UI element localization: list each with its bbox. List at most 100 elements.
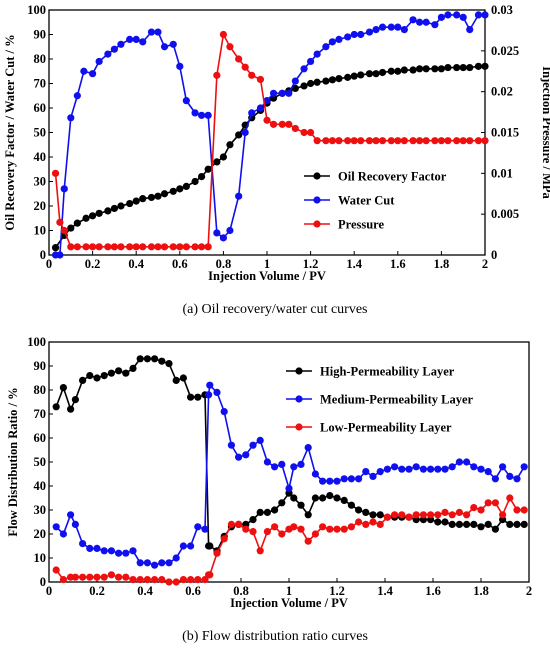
data-point [313, 78, 321, 86]
data-point [182, 97, 190, 105]
data-point [416, 65, 424, 73]
data-point [369, 511, 377, 519]
data-point [136, 355, 144, 363]
data-point [291, 84, 299, 92]
data-point [400, 66, 408, 74]
x-tick-label: 1.6 [390, 257, 406, 271]
data-point [405, 465, 413, 473]
data-point [344, 73, 352, 81]
data-point [219, 234, 227, 242]
data-point [297, 501, 305, 509]
data-point [143, 355, 151, 363]
legend-item: Oil Recovery Factor [304, 170, 447, 184]
data-point [347, 475, 355, 483]
y-tick-label: 100 [27, 3, 46, 17]
data-point [248, 71, 256, 79]
y-tick-label: 70 [34, 77, 47, 91]
data-point [126, 243, 134, 251]
data-point [104, 207, 112, 215]
data-point [513, 506, 521, 514]
chart-oil-recovery-water-cut: 0 0.2 0.4 0.6 0.8 1 1.2 1.4 1.6 1.8 20102030405060… [3, 3, 550, 283]
data-point [455, 508, 463, 516]
data-point [470, 463, 478, 471]
data-point [220, 535, 228, 543]
data-point [441, 518, 449, 526]
data-point [383, 465, 391, 473]
data-point [300, 128, 308, 137]
data-point [304, 511, 312, 519]
data-point [362, 468, 370, 476]
data-point [52, 403, 60, 411]
legend-marker [313, 172, 321, 180]
data-point [129, 547, 137, 555]
legend-marker [295, 423, 303, 431]
x-tick-label: 0.2 [85, 257, 101, 271]
data-point [110, 45, 118, 53]
data-point [263, 528, 271, 536]
data-point [198, 173, 206, 181]
x-tick-label: 0.8 [216, 257, 232, 271]
data-point [484, 520, 492, 529]
y-tick-label: 20 [34, 527, 47, 541]
data-point [313, 50, 321, 58]
data-point [278, 530, 286, 538]
data-point [52, 523, 60, 531]
data-point [441, 508, 449, 516]
data-point [328, 38, 336, 46]
y-axis-title: Oil Recovery Factor / Water Cut / % [3, 34, 17, 230]
data-point [213, 158, 221, 166]
data-point [187, 576, 195, 584]
data-point [110, 204, 118, 213]
data-point [147, 243, 156, 251]
data-point [139, 195, 147, 203]
data-point [297, 460, 305, 468]
series-line [55, 383, 525, 567]
data-point [249, 441, 257, 449]
data-point [100, 372, 108, 380]
y-tick-label: 90 [34, 359, 47, 373]
data-point [179, 542, 187, 550]
series-pressure [51, 30, 489, 251]
data-point [416, 18, 424, 26]
data-point [434, 511, 442, 519]
data-point [422, 137, 430, 145]
data-point [355, 506, 363, 514]
legend-marker [295, 395, 303, 403]
data-point [158, 559, 166, 567]
series-medium-permeability-layer [52, 381, 528, 569]
data-point [241, 63, 249, 71]
data-point [307, 128, 315, 137]
x-tick-label: 1.2 [329, 584, 345, 598]
data-point [263, 116, 271, 124]
data-point [201, 525, 209, 533]
data-point [71, 573, 79, 581]
data-point [71, 396, 79, 404]
data-point [79, 540, 87, 548]
data-point [89, 212, 97, 220]
data-point [147, 193, 156, 202]
data-point [67, 511, 75, 519]
y2-tick-label: 0.025 [491, 44, 519, 58]
y-tick-label: 10 [34, 224, 47, 238]
data-point [82, 243, 90, 251]
data-point [328, 137, 336, 145]
data-point [115, 367, 123, 375]
data-point [263, 458, 271, 466]
data-point [453, 11, 461, 19]
data-point [291, 124, 299, 133]
data-point [256, 547, 264, 555]
y2-tick-label: 0.015 [491, 126, 519, 140]
data-point [206, 381, 214, 389]
data-point [319, 477, 327, 485]
data-point [165, 578, 173, 586]
y-tick-label: 0 [40, 575, 46, 589]
data-point [506, 472, 514, 480]
data-point [340, 525, 348, 533]
data-point [126, 199, 134, 208]
data-point [226, 141, 234, 149]
data-point [513, 475, 521, 483]
data-point [466, 63, 474, 72]
data-point [158, 357, 166, 365]
y2-tick-label: 0 [491, 248, 497, 262]
data-point [79, 376, 87, 384]
